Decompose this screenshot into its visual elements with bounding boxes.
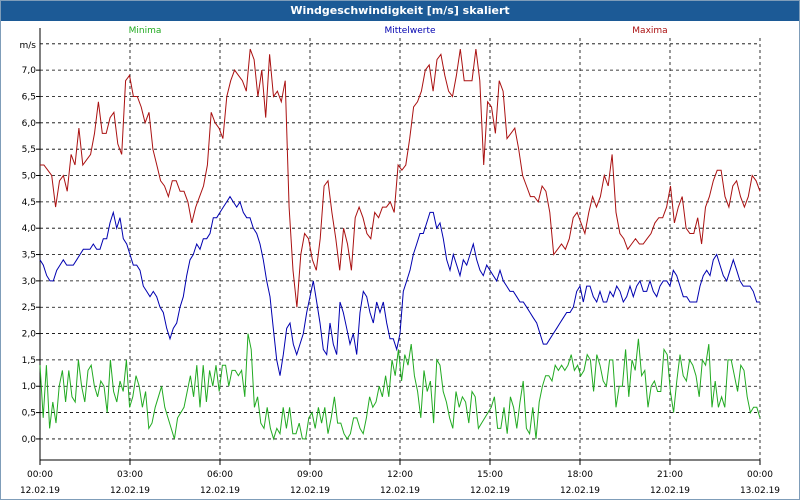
x-tick-time-label: 06:00 — [207, 470, 233, 480]
window-title: Windgeschwindigkeit [m/s] skaliert — [1, 1, 799, 21]
x-tick-time-label: 00:00 — [27, 470, 53, 480]
y-tick-label: 5,0 — [22, 172, 37, 182]
grid — [39, 38, 761, 460]
y-tick-label: 7,0 — [22, 66, 37, 76]
legend: Minima Mittelwerte Maxima — [129, 26, 668, 36]
series-lines — [39, 48, 761, 441]
x-tick-date-label: 13.02.19 — [740, 486, 780, 496]
y-tick-label: 5,5 — [22, 145, 36, 155]
x-tick-date-label: 12.02.19 — [560, 486, 600, 496]
axes — [36, 28, 761, 465]
y-tick-label: 1,0 — [22, 382, 37, 392]
x-tick-date-label: 12.02.19 — [470, 486, 510, 496]
x-tick-date-label: 12.02.19 — [200, 486, 240, 496]
series-line-mittelwerte — [39, 195, 760, 376]
x-tick-date-label: 12.02.19 — [20, 486, 60, 496]
y-axis-unit: m/s — [20, 41, 37, 51]
y-tick-label: 0,0 — [22, 435, 37, 445]
x-tick-date-label: 12.02.19 — [290, 486, 330, 496]
x-tick-date-label: 12.02.19 — [380, 486, 420, 496]
y-tick-label: 1,5 — [22, 356, 36, 366]
legend-minima: Minima — [129, 26, 162, 36]
y-tick-label: 3,5 — [22, 251, 36, 261]
series-line-minima — [39, 333, 761, 441]
y-tick-label: 4,5 — [22, 198, 36, 208]
axis-labels: 0,0 0,5 1,0 1,5 2,0 2,5 3,0 3,5 4,0 4,5 5,0 5,5 6,0 6… — [20, 41, 781, 496]
x-tick-time-label: 09:00 — [297, 470, 323, 480]
legend-maxima: Maxima — [632, 26, 667, 36]
x-tick-time-label: 15:00 — [477, 470, 503, 480]
y-tick-label: 0,5 — [22, 409, 36, 419]
x-tick-time-label: 12:00 — [387, 470, 413, 480]
x-tick-time-label: 03:00 — [117, 470, 143, 480]
legend-mittelwerte: Mittelwerte — [384, 26, 435, 36]
series-line-maxima — [40, 48, 761, 308]
x-tick-date-label: 12.02.19 — [650, 486, 690, 496]
x-tick-date-label: 12.02.19 — [110, 486, 150, 496]
y-tick-label: 6,0 — [22, 119, 37, 129]
y-tick-label: 2,0 — [22, 330, 37, 340]
x-tick-time-label: 18:00 — [567, 470, 593, 480]
y-tick-label: 4,0 — [22, 224, 37, 234]
x-tick-time-label: 00:00 — [747, 470, 773, 480]
y-tick-label: 6,5 — [22, 92, 36, 102]
x-tick-time-label: 21:00 — [657, 470, 683, 480]
y-tick-label: 2,5 — [22, 303, 36, 313]
y-tick-label: 3,0 — [22, 277, 37, 287]
